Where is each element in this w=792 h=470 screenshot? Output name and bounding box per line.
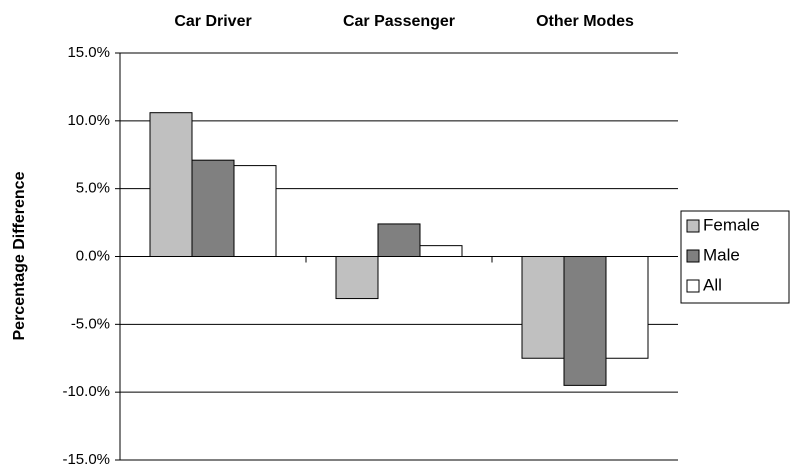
y-tick-label: 15.0% <box>67 44 110 61</box>
bar <box>377 223 421 258</box>
y-tick-label: 0.0% <box>76 247 110 264</box>
legend-swatch <box>686 219 700 233</box>
legend-swatch <box>686 279 700 293</box>
y-axis-label: Percentage Difference <box>11 171 28 340</box>
bar <box>605 256 649 359</box>
bar <box>521 256 565 359</box>
legend-label: Female <box>703 215 760 234</box>
bar <box>335 256 379 300</box>
bar <box>149 112 193 258</box>
y-tick-label: -5.0% <box>71 315 110 332</box>
category-label: Other Modes <box>536 13 634 30</box>
y-tick-label: 5.0% <box>76 180 110 197</box>
bar <box>563 256 607 386</box>
category-label: Car Driver <box>174 13 251 30</box>
bar <box>191 159 235 257</box>
bar <box>233 165 277 257</box>
bar <box>419 245 463 258</box>
legend-label: Male <box>703 245 740 264</box>
legend-label: All <box>703 275 722 294</box>
category-label: Car Passenger <box>343 13 455 30</box>
y-tick-label: 10.0% <box>67 112 110 129</box>
legend-swatch <box>686 249 700 263</box>
y-tick-label: -10.0% <box>62 383 110 400</box>
y-tick-label: -15.0% <box>62 451 110 468</box>
